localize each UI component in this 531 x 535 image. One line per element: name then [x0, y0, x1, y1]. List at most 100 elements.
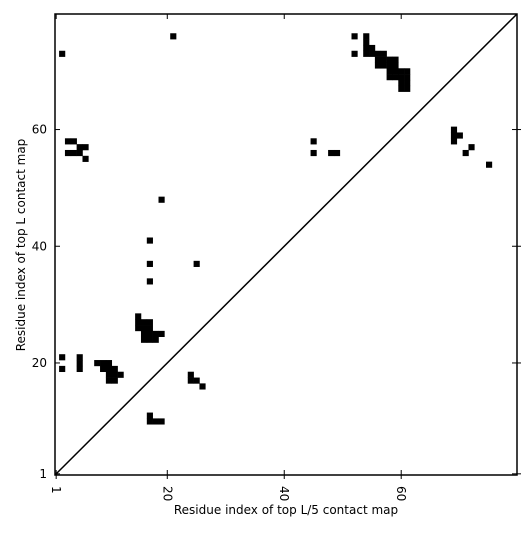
contact-cell [82, 144, 89, 151]
contact-cell [135, 325, 142, 332]
contact-cell [146, 278, 153, 285]
contact-cell [398, 74, 405, 81]
contact-cell [187, 371, 194, 378]
contact-cell [135, 319, 142, 326]
contact-cell [199, 383, 206, 390]
x-tick-label: 40 [277, 486, 291, 501]
contact-cell [76, 354, 83, 361]
contact-cell [462, 149, 469, 157]
contact-cell [386, 74, 393, 81]
contact-cell [374, 62, 382, 69]
contact-cell [146, 260, 153, 267]
contact-cell [140, 330, 148, 337]
contact-cell [369, 44, 376, 52]
contact-cell [140, 336, 148, 343]
contact-cell [363, 44, 370, 52]
contact-cell [146, 330, 153, 337]
y-tick-label: 20 [32, 356, 47, 370]
contact-cell [94, 360, 101, 367]
contact-cell [146, 412, 153, 419]
contact-cell [193, 260, 200, 267]
contact-cell [59, 365, 66, 373]
contact-cell [146, 336, 153, 343]
contact-cell [404, 79, 411, 87]
plot-frame [54, 13, 518, 476]
contact-cell [310, 149, 317, 157]
contact-cell [105, 371, 113, 378]
contact-cell [76, 365, 83, 373]
contact-cell [105, 377, 113, 384]
contact-cell [140, 325, 148, 332]
contact-cell [392, 74, 399, 81]
contact-cell [70, 149, 77, 157]
contact-cell [328, 149, 335, 157]
contact-cell [64, 149, 72, 157]
contact-cell [380, 56, 387, 63]
contact-cell [111, 365, 118, 373]
contact-cell [100, 365, 107, 373]
contact-cell [76, 144, 83, 151]
contact-cell [380, 50, 387, 57]
contact-cell [398, 85, 405, 92]
contact-cell [59, 354, 66, 361]
x-tick-label: 1 [49, 486, 63, 494]
contact-cell [187, 377, 194, 384]
contact-cell [374, 56, 382, 63]
contact-cell [111, 371, 118, 378]
contact-cell [70, 138, 77, 145]
contact-cell [76, 360, 83, 367]
contact-cell [468, 144, 475, 151]
contact-cell [135, 313, 142, 320]
x-tick-label: 60 [394, 486, 408, 501]
contact-cell [398, 79, 405, 87]
contact-cell [450, 138, 458, 145]
contact-cell [140, 319, 148, 326]
contact-cell [100, 360, 107, 367]
contact-cell [64, 138, 72, 145]
contact-cell [111, 377, 118, 384]
contact-cell [158, 418, 165, 425]
contact-cell [152, 336, 159, 343]
contact-cell [146, 237, 153, 244]
contact-cell [386, 62, 393, 69]
contact-cell [386, 56, 393, 63]
contact-cell [374, 50, 382, 57]
contact-cell [380, 62, 387, 69]
contact-cell [351, 33, 358, 40]
x-axis-label: Residue index of top L/5 contact map [174, 503, 398, 517]
contact-cell [76, 149, 83, 157]
contact-cell [450, 132, 458, 139]
contact-cell [152, 418, 159, 425]
y-tick-label: 60 [32, 123, 47, 137]
y-tick-label: 1 [39, 467, 47, 481]
contact-cell [105, 360, 113, 367]
contact-cell [392, 68, 399, 75]
contact-cell [146, 319, 153, 326]
contact-cell [146, 325, 153, 332]
contact-cell [193, 377, 200, 384]
contact-cell [82, 155, 89, 162]
contact-cell [117, 371, 124, 378]
contact-cell [369, 50, 376, 57]
diagonal [54, 13, 518, 476]
y-tick-label: 40 [32, 239, 47, 253]
contact-cell [152, 330, 159, 337]
contact-cell [158, 196, 165, 203]
contact-cell [392, 62, 399, 69]
contact-cell [404, 68, 411, 75]
contact-cell [450, 126, 458, 133]
contact-cell [158, 330, 165, 337]
contact-cell [310, 138, 317, 145]
contact-cell [105, 365, 113, 373]
contact-cell [398, 68, 405, 75]
contact-cell [363, 50, 370, 57]
contact-cell [386, 68, 393, 75]
contact-cell [333, 149, 341, 157]
contact-cell [351, 50, 358, 57]
contact-cell [363, 39, 370, 46]
y-axis-label: Residue index of top L contact map [14, 139, 28, 352]
contact-cell [59, 50, 66, 57]
contact-cell [170, 33, 177, 40]
